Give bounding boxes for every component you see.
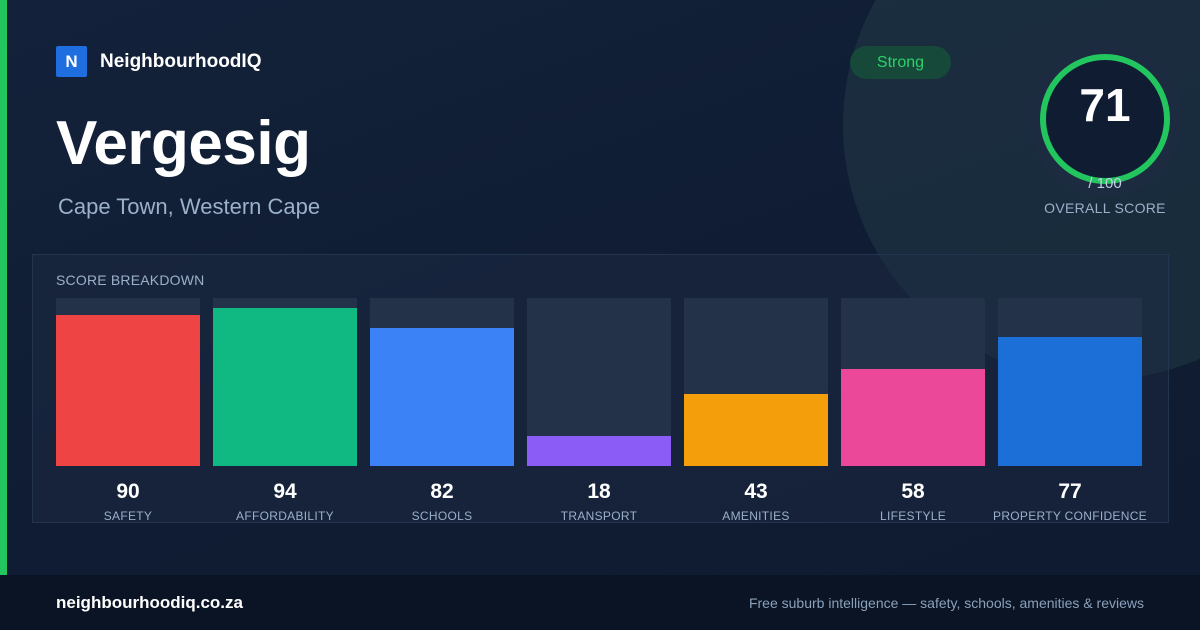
bar-track bbox=[213, 298, 357, 466]
accent-bar bbox=[0, 0, 7, 575]
bar-track bbox=[841, 298, 985, 466]
suburb-title: Vergesig bbox=[56, 109, 311, 178]
bar-track bbox=[56, 298, 200, 466]
share-card: N NeighbourhoodIQ Vergesig Cape Town, We… bbox=[0, 0, 1200, 575]
footer-tagline: Free suburb intelligence — safety, schoo… bbox=[748, 594, 1144, 611]
bar-track bbox=[370, 298, 514, 466]
bar-value: 58 bbox=[901, 480, 925, 503]
brand-name: NeighbourhoodIQ bbox=[100, 50, 262, 72]
bar-track bbox=[684, 298, 828, 466]
bar-label: TRANSPORT bbox=[560, 509, 638, 523]
brand-badge-icon: N bbox=[56, 46, 87, 77]
bar-value: 18 bbox=[587, 480, 611, 503]
score-breakdown-title: SCORE BREAKDOWN bbox=[56, 272, 205, 288]
bar-value: 94 bbox=[273, 480, 297, 503]
overall-score-max: / 100 bbox=[1088, 175, 1122, 192]
score-breakdown-chart: 90 SAFETY 94 AFFORDABILITY 82 SCHOOLS 18 TRANSP… bbox=[56, 298, 1147, 523]
score-bar-transport: 18 TRANSPORT bbox=[527, 298, 671, 523]
overall-score-caption: OVERALL SCORE bbox=[1044, 200, 1166, 216]
rating-badge: Strong bbox=[850, 46, 951, 79]
bar-label: PROPERTY CONFIDENCE bbox=[993, 509, 1147, 523]
suburb-location: Cape Town, Western Cape bbox=[58, 194, 321, 219]
bar-label: SCHOOLS bbox=[411, 509, 473, 523]
score-bar-safety: 90 SAFETY bbox=[56, 298, 200, 523]
footer: neighbourhoodiq.co.za Free suburb intell… bbox=[0, 575, 1200, 630]
bar-fill bbox=[213, 308, 357, 466]
bar-fill bbox=[998, 337, 1142, 466]
score-bar-property-confidence: 77 PROPERTY CONFIDENCE bbox=[993, 298, 1147, 523]
bar-label: AMENITIES bbox=[722, 509, 790, 523]
bar-fill bbox=[684, 394, 828, 466]
bar-label: SAFETY bbox=[103, 509, 153, 523]
gauge-ring bbox=[1028, 42, 1182, 196]
bar-fill bbox=[370, 328, 514, 466]
score-bar-amenities: 43 AMENITIES bbox=[684, 298, 828, 523]
bar-label: LIFESTYLE bbox=[879, 509, 947, 523]
score-bar-affordability: 94 AFFORDABILITY bbox=[213, 298, 357, 523]
score-bar-schools: 82 SCHOOLS bbox=[370, 298, 514, 523]
score-bar-lifestyle: 58 LIFESTYLE bbox=[841, 298, 985, 523]
overall-score-gauge: 71 / 100 bbox=[1028, 42, 1182, 196]
bar-fill bbox=[841, 369, 985, 466]
bar-track bbox=[998, 298, 1142, 466]
bar-label: AFFORDABILITY bbox=[236, 509, 334, 523]
bar-value: 77 bbox=[1058, 480, 1082, 503]
bar-fill bbox=[56, 315, 200, 466]
bar-track bbox=[527, 298, 671, 466]
bar-value: 82 bbox=[430, 480, 454, 503]
bar-value: 90 bbox=[116, 480, 140, 503]
bar-fill bbox=[527, 436, 671, 466]
footer-url-link[interactable]: neighbourhoodiq.co.za bbox=[56, 592, 243, 612]
bar-value: 43 bbox=[744, 480, 768, 503]
brand-logo[interactable]: N NeighbourhoodIQ bbox=[56, 46, 261, 77]
overall-score-value: 71 bbox=[1079, 79, 1131, 131]
